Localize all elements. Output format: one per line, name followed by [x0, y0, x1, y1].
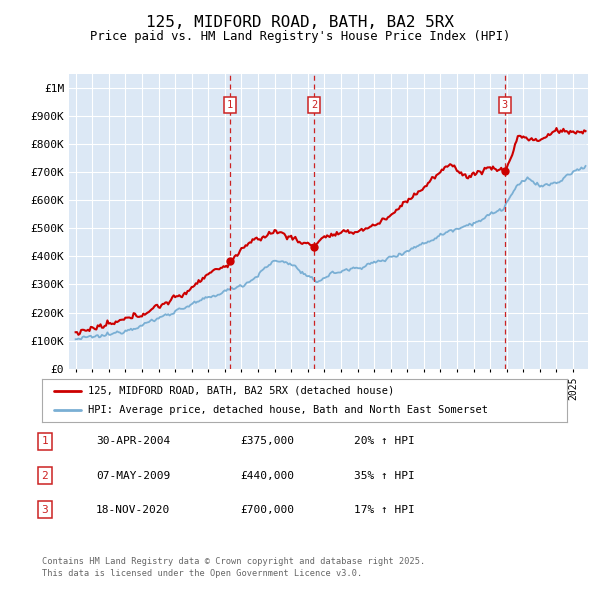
Text: 1: 1	[227, 100, 233, 110]
Text: 30-APR-2004: 30-APR-2004	[96, 437, 170, 446]
Text: 07-MAY-2009: 07-MAY-2009	[96, 471, 170, 480]
Text: Price paid vs. HM Land Registry's House Price Index (HPI): Price paid vs. HM Land Registry's House …	[90, 30, 510, 43]
Text: 17% ↑ HPI: 17% ↑ HPI	[354, 505, 415, 514]
Text: This data is licensed under the Open Government Licence v3.0.: This data is licensed under the Open Gov…	[42, 569, 362, 578]
Text: £700,000: £700,000	[240, 505, 294, 514]
Text: £440,000: £440,000	[240, 471, 294, 480]
Text: Contains HM Land Registry data © Crown copyright and database right 2025.: Contains HM Land Registry data © Crown c…	[42, 557, 425, 566]
Text: 18-NOV-2020: 18-NOV-2020	[96, 505, 170, 514]
Text: £375,000: £375,000	[240, 437, 294, 446]
Text: 1: 1	[41, 437, 49, 446]
Text: 3: 3	[41, 505, 49, 514]
Text: 125, MIDFORD ROAD, BATH, BA2 5RX (detached house): 125, MIDFORD ROAD, BATH, BA2 5RX (detach…	[88, 386, 394, 396]
Text: 35% ↑ HPI: 35% ↑ HPI	[354, 471, 415, 480]
Text: 20% ↑ HPI: 20% ↑ HPI	[354, 437, 415, 446]
Text: 125, MIDFORD ROAD, BATH, BA2 5RX: 125, MIDFORD ROAD, BATH, BA2 5RX	[146, 15, 454, 30]
Text: 3: 3	[502, 100, 508, 110]
Text: 2: 2	[41, 471, 49, 480]
Text: HPI: Average price, detached house, Bath and North East Somerset: HPI: Average price, detached house, Bath…	[88, 405, 488, 415]
Text: 2: 2	[311, 100, 317, 110]
